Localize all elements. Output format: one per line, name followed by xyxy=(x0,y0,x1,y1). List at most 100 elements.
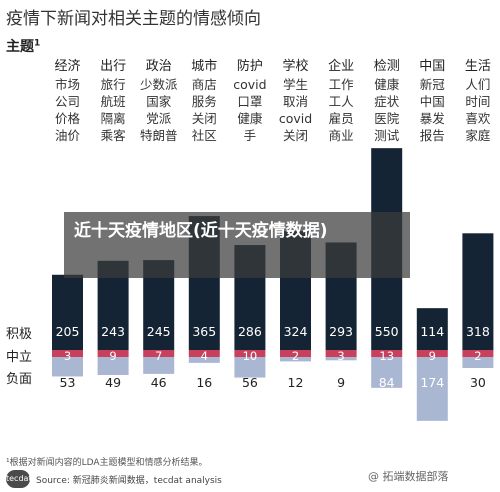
topic-9-neutral-band xyxy=(416,350,448,357)
topic-8-term-1: 健康 xyxy=(374,77,400,92)
topic-2-negative-bar xyxy=(97,357,129,375)
topic-1-neutral-label: 3 xyxy=(64,349,71,363)
topic-10-negative-label: 30 xyxy=(470,375,486,390)
topic-2-term-4: 乘客 xyxy=(101,128,127,143)
topic-2-name: 出行 xyxy=(100,59,126,74)
topic-3-neutral-label: 7 xyxy=(155,349,162,363)
footnote: ¹根据对新闻内容的LDA主题模型和情感分析结果。 xyxy=(6,458,208,468)
topic-1-negative-bar xyxy=(52,357,83,377)
topic-1-positive-label: 205 xyxy=(56,324,80,339)
topic-9-term-1: 新冠 xyxy=(420,77,446,92)
topic-header-label: 主题 xyxy=(6,39,34,55)
topic-6-term-3: covid xyxy=(279,111,312,126)
topic-4-neutral-label: 4 xyxy=(201,349,208,363)
topic-1-term-4: 油价 xyxy=(55,128,81,143)
row-label-neutral: 中立 xyxy=(6,350,33,365)
topic-9-positive-bar xyxy=(416,308,448,350)
topic-7-neutral-label: 3 xyxy=(337,349,344,363)
overlay-banner: 近十天疫情地区(近十天疫情数据) xyxy=(64,212,410,278)
topic-5-term-3: 健康 xyxy=(237,111,263,126)
topic-3-negative-bar xyxy=(143,357,175,374)
topic-2-term-1: 旅行 xyxy=(101,77,126,92)
topic-4-negative-label: 16 xyxy=(196,375,212,390)
topic-6-term-2: 取消 xyxy=(283,94,308,109)
topic-10-term-1: 人们 xyxy=(465,77,490,92)
topic-8-term-2: 症状 xyxy=(374,94,400,109)
topic-9-name: 中国 xyxy=(419,59,445,74)
topic-2-negative-label: 49 xyxy=(105,375,121,390)
topic-5-term-2: 口罩 xyxy=(237,94,262,109)
topic-10-neutral-label: 2 xyxy=(474,349,481,363)
topic-7-term-4: 商业 xyxy=(329,128,354,143)
topic-5-positive-label: 286 xyxy=(238,324,262,339)
sentiment-chart: 经济市场公司价格油价205353出行旅行航班隔离乘客243949政治少数派国家党… xyxy=(52,58,494,421)
topic-4-term-4: 社区 xyxy=(192,128,217,143)
topic-3-name: 政治 xyxy=(146,59,172,74)
topic-10-term-2: 时间 xyxy=(465,94,490,109)
topic-header: 主题1 xyxy=(6,36,40,56)
row-label-positive: 积极 xyxy=(6,327,33,342)
topic-2-neutral-label: 9 xyxy=(109,349,116,363)
topic-6-negative-label: 12 xyxy=(288,375,304,390)
topic-4-term-2: 服务 xyxy=(192,94,217,109)
topic-5-term-4: 手 xyxy=(244,128,257,143)
topic-1-negative-label: 53 xyxy=(60,375,76,390)
topic-4-positive-label: 365 xyxy=(192,324,216,339)
topic-6-term-1: 学生 xyxy=(283,77,308,92)
topic-3-negative-label: 46 xyxy=(151,375,167,390)
topic-9-term-3: 暴发 xyxy=(420,111,446,126)
topic-3-neutral-band xyxy=(143,350,175,357)
watermark: @ 拓端数据部落 xyxy=(368,470,449,483)
topic-5-name: 防护 xyxy=(237,58,263,74)
topic-8-term-4: 测试 xyxy=(374,128,400,143)
source-note: Source: 新冠肺炎新闻数据，tecdat analysis xyxy=(36,476,222,486)
topic-3-term-1: 少数派 xyxy=(140,77,178,92)
topic-10-term-4: 家庭 xyxy=(465,128,491,143)
topic-3-term-3: 党派 xyxy=(146,111,172,126)
topic-7-term-1: 工作 xyxy=(329,77,355,92)
topic-2-term-2: 航班 xyxy=(101,94,126,109)
topic-5-term-1: covid xyxy=(233,77,266,92)
topic-9-term-2: 中国 xyxy=(420,94,445,109)
topic-4-term-1: 商店 xyxy=(192,77,217,92)
topic-6-neutral-label: 2 xyxy=(292,349,299,363)
row-label-negative: 负面 xyxy=(6,372,33,387)
topic-5-neutral-label: 10 xyxy=(243,349,258,363)
tecdat-logo: tecdat xyxy=(6,470,32,488)
topic-6-negative-bar xyxy=(280,357,311,362)
topic-9-negative-bar xyxy=(416,357,448,421)
topic-6-positive-label: 324 xyxy=(284,324,308,339)
topic-1-term-3: 价格 xyxy=(55,111,81,126)
topic-7-neutral-band xyxy=(325,350,357,357)
topic-10-neutral-band xyxy=(462,350,494,357)
topic-3-positive-label: 245 xyxy=(147,324,171,339)
topic-7-name: 企业 xyxy=(328,58,354,74)
topic-10-term-3: 喜欢 xyxy=(465,111,491,126)
topic-5-negative-label: 56 xyxy=(242,375,258,390)
topic-7-negative-bar xyxy=(325,357,357,361)
chart-title: 疫情下新闻对相关主题的情感倾向 xyxy=(6,9,261,29)
topic-9-negative-label: 174 xyxy=(420,375,444,390)
topic-3-term-2: 国家 xyxy=(146,94,172,109)
topic-1-name: 经济 xyxy=(54,59,80,74)
topic-7-term-3: 雇员 xyxy=(329,111,354,126)
topic-2-term-3: 隔离 xyxy=(101,111,126,126)
topic-7-positive-label: 293 xyxy=(329,324,353,339)
topic-5-neutral-band xyxy=(234,350,266,357)
topic-8-positive-label: 550 xyxy=(375,324,399,339)
topic-header-footnote-mark: 1 xyxy=(34,38,41,49)
topic-8-name: 检测 xyxy=(374,59,400,74)
topic-4-name: 城市 xyxy=(191,58,217,74)
topic-8-negative-label: 84 xyxy=(379,375,395,390)
topic-10-negative-bar xyxy=(462,357,494,369)
overlay-banner-text: 近十天疫情地区(近十天疫情数据) xyxy=(74,221,328,241)
topic-10-positive-bar xyxy=(462,233,494,350)
topic-1-neutral-band xyxy=(52,350,83,357)
topic-6-term-4: 关闭 xyxy=(283,128,308,143)
topic-1-term-1: 市场 xyxy=(55,77,80,92)
topic-7-negative-label: 9 xyxy=(337,375,345,390)
topic-8-term-3: 医院 xyxy=(374,111,400,126)
topic-9-positive-label: 114 xyxy=(420,324,444,339)
topic-3-term-4: 特朗普 xyxy=(140,128,178,143)
topic-8-neutral-band xyxy=(371,350,403,357)
